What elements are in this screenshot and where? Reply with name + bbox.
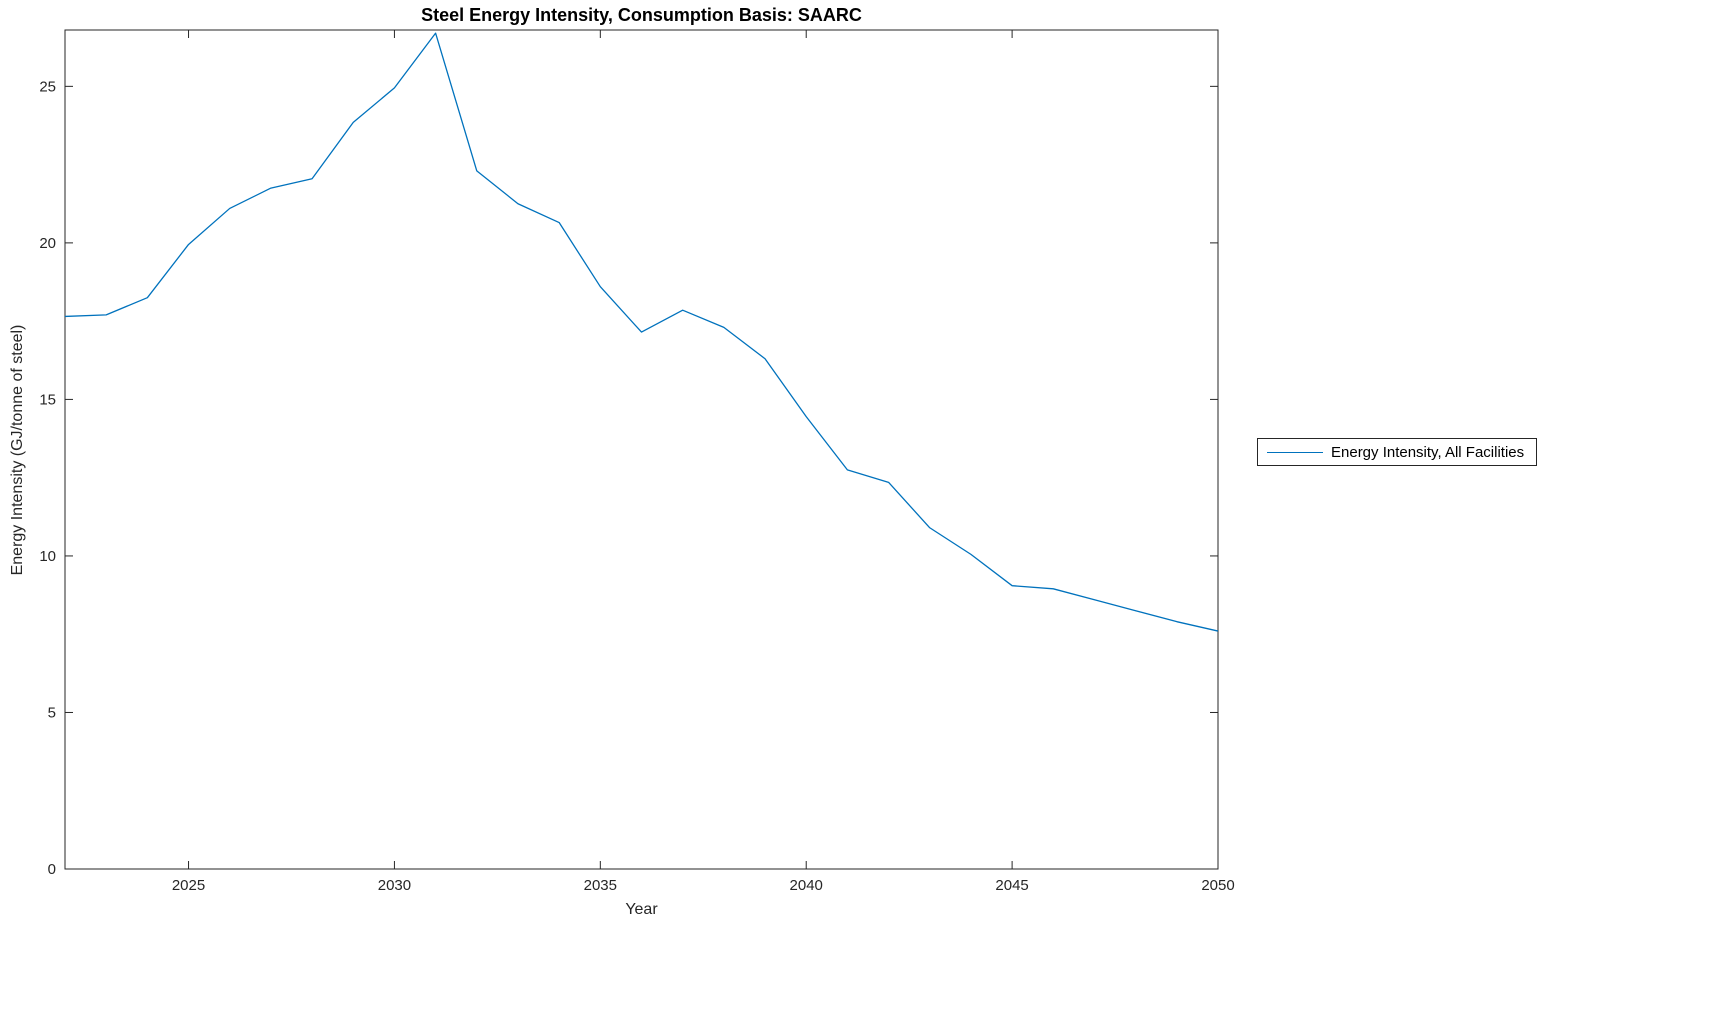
y-tick-label: 15	[39, 391, 56, 408]
y-tick-label: 25	[39, 78, 56, 95]
y-tick-label: 10	[39, 548, 56, 565]
x-tick-label: 2025	[172, 877, 205, 894]
x-tick-label: 2045	[995, 877, 1028, 894]
x-tick-label: 2050	[1201, 877, 1234, 894]
legend: Energy Intensity, All Facilities	[1257, 438, 1538, 466]
y-tick-label: 20	[39, 235, 56, 252]
legend-label: Energy Intensity, All Facilities	[1331, 443, 1525, 461]
y-tick-label: 0	[48, 861, 56, 878]
series-line	[64, 32, 1219, 632]
legend-line-sample	[1267, 451, 1323, 453]
x-tick-label: 2040	[790, 877, 823, 894]
y-tick-label: 5	[48, 704, 56, 721]
x-tick-label: 2035	[584, 877, 617, 894]
x-tick-label: 2030	[378, 877, 411, 894]
chart-title: Steel Energy Intensity, Consumption Basi…	[421, 5, 862, 25]
x-axis-label: Year	[625, 901, 658, 918]
y-axis-label: Energy Intensity (GJ/tonne of steel)	[9, 324, 26, 576]
axes-box	[64, 29, 1219, 870]
